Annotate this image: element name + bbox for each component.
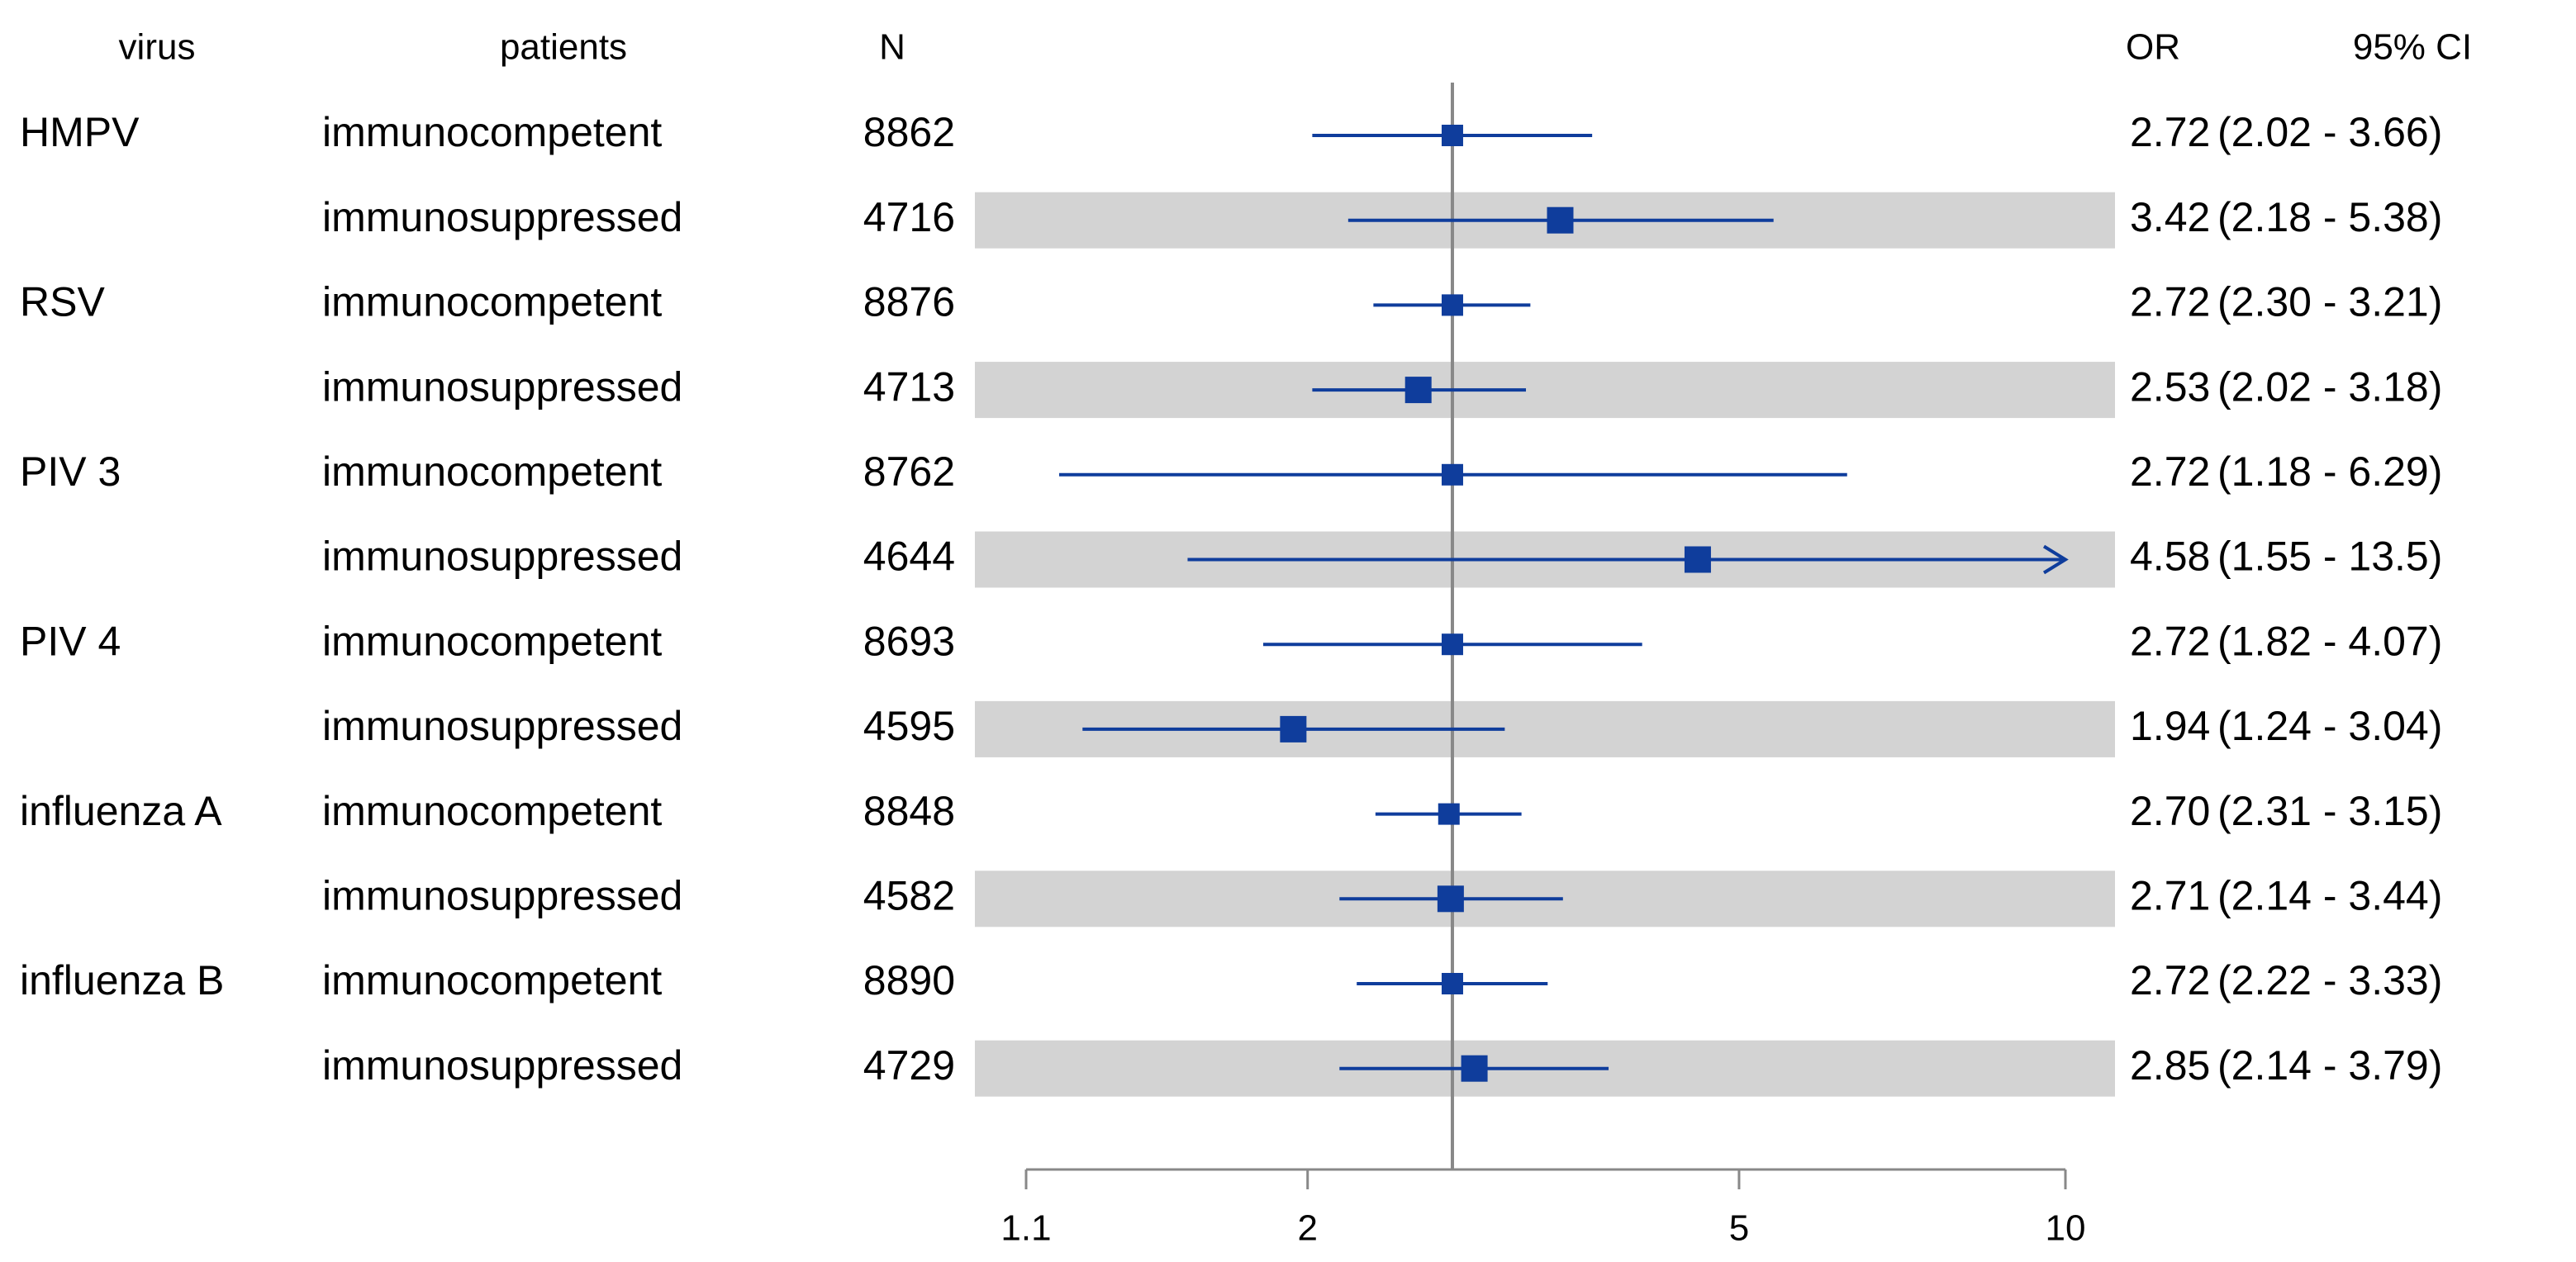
or-marker (1441, 125, 1463, 146)
x-tick-label: 10 (2046, 1208, 2086, 1249)
ci-label: (2.14 - 3.79) (2217, 1042, 2442, 1089)
or-marker (1461, 1055, 1488, 1082)
ci-arrow (2042, 544, 2069, 575)
virus-label: RSV (20, 279, 105, 325)
or-label: 2.72 (2130, 448, 2210, 495)
n-label: 8890 (863, 957, 955, 1003)
n-label: 4713 (863, 363, 955, 410)
n-label: 4644 (863, 534, 955, 580)
virus-label: influenza B (20, 957, 224, 1003)
n-label: 4729 (863, 1042, 955, 1089)
or-label: 2.85 (2130, 1042, 2210, 1089)
n-label: 4595 (863, 703, 955, 749)
or-label: 1.94 (2130, 703, 2210, 749)
or-label: 2.72 (2130, 279, 2210, 325)
n-label: 8862 (863, 109, 955, 155)
patients-label: immunocompetent (322, 109, 662, 155)
header: virus (119, 27, 196, 68)
header: patients (500, 27, 627, 68)
or-marker (1438, 803, 1460, 825)
ci-label: (1.55 - 13.5) (2217, 534, 2442, 580)
x-tick-label: 5 (1729, 1208, 1749, 1249)
virus-label: influenza A (20, 788, 222, 834)
or-marker (1441, 633, 1463, 656)
ci-label: (2.14 - 3.44) (2217, 873, 2442, 919)
or-label: 2.71 (2130, 873, 2210, 919)
or-label: 3.42 (2130, 194, 2210, 240)
ci-label: (2.22 - 3.33) (2217, 957, 2442, 1003)
n-label: 8693 (863, 618, 955, 664)
patients-label: immunosuppressed (322, 363, 682, 410)
virus-label: PIV 4 (20, 618, 121, 664)
or-marker (1437, 885, 1464, 913)
or-label: 2.72 (2130, 957, 2210, 1003)
patients-label: immunosuppressed (322, 1042, 682, 1089)
patients-label: immunocompetent (322, 788, 662, 834)
patients-label: immunosuppressed (322, 194, 682, 240)
ci-label: (1.18 - 6.29) (2217, 448, 2442, 495)
or-marker (1441, 463, 1463, 486)
patients-label: immunocompetent (322, 448, 662, 495)
n-label: 8876 (863, 279, 955, 325)
n-label: 8762 (863, 448, 955, 495)
n-label: 4582 (863, 873, 955, 919)
patients-label: immunocompetent (322, 957, 662, 1003)
or-marker (1547, 206, 1574, 234)
n-label: 4716 (863, 194, 955, 240)
header: 95% CI (2353, 27, 2472, 68)
patients-label: immunocompetent (322, 618, 662, 664)
or-label: 2.70 (2130, 788, 2210, 834)
or-label: 2.53 (2130, 363, 2210, 410)
x-tick-label: 2 (1297, 1208, 1317, 1249)
or-marker (1441, 294, 1463, 316)
or-label: 4.58 (2130, 534, 2210, 580)
n-label: 8848 (863, 788, 955, 834)
header: OR (2126, 27, 2180, 68)
ci-label: (2.30 - 3.21) (2217, 279, 2442, 325)
patients-label: immunocompetent (322, 279, 662, 325)
ci-label: (2.31 - 3.15) (2217, 788, 2442, 834)
row-shade (975, 362, 2115, 419)
patients-label: immunosuppressed (322, 703, 682, 749)
ci-label: (2.18 - 5.38) (2217, 194, 2442, 240)
or-marker (1441, 973, 1463, 994)
header: N (879, 27, 905, 68)
or-marker (1684, 546, 1711, 573)
or-label: 2.72 (2130, 109, 2210, 155)
x-tick-label: 1.1 (1000, 1208, 1051, 1249)
or-marker (1404, 377, 1432, 404)
patients-label: immunosuppressed (322, 534, 682, 580)
virus-label: HMPV (20, 109, 140, 155)
or-label: 2.72 (2130, 618, 2210, 664)
ci-label: (1.82 - 4.07) (2217, 618, 2442, 664)
virus-label: PIV 3 (20, 448, 121, 495)
or-marker (1280, 715, 1307, 742)
patients-label: immunosuppressed (322, 873, 682, 919)
ci-label: (2.02 - 3.18) (2217, 363, 2442, 410)
ci-label: (2.02 - 3.66) (2217, 109, 2442, 155)
ci-label: (1.24 - 3.04) (2217, 703, 2442, 749)
